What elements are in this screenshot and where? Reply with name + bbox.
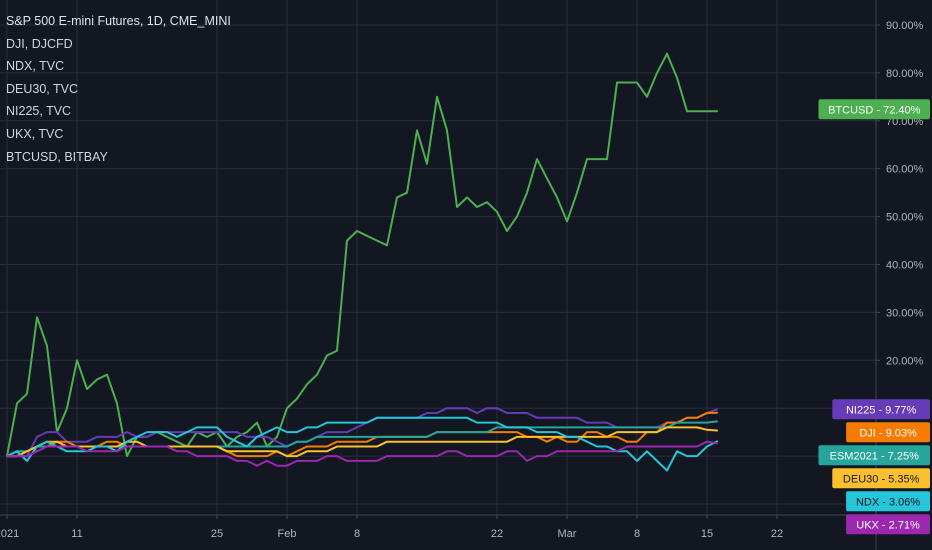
legend-item-btcusd[interactable]: BTCUSD, BITBAY <box>6 149 108 164</box>
series-line-ni225 <box>6 407 718 458</box>
series-lines <box>6 52 718 472</box>
y-tick-label: 90.00% <box>886 20 924 32</box>
value-badge-bg <box>832 399 930 420</box>
x-axis: 2021 11 25 Feb 8 22 Mar 8 15 22 <box>0 514 876 540</box>
x-tick-label: 22 <box>771 528 783 540</box>
y-tick-label: 30.00% <box>886 307 924 319</box>
value-badge-label: DJI - 9.03% <box>859 427 917 439</box>
x-tick-label: 15 <box>701 528 713 540</box>
x-tick-label: Mar <box>558 528 577 540</box>
value-badge-bg <box>846 491 930 512</box>
series-line-ndx <box>6 416 718 472</box>
value-badge-label: UKX - 2.71% <box>856 519 920 531</box>
legend-item-ndx[interactable]: NDX, TVC <box>6 59 65 74</box>
value-badge-dji: DJI - 9.03% <box>846 422 930 443</box>
value-badge-deu30: DEU30 - 5.35% <box>832 468 930 489</box>
value-badge-bg <box>846 422 930 443</box>
legend-item-ukx[interactable]: UKX, TVC <box>6 126 64 141</box>
value-badge-bg <box>832 468 930 489</box>
y-tick-label: 60.00% <box>886 164 924 176</box>
grid <box>0 0 876 515</box>
value-badge-label: NI225 - 9.77% <box>846 404 917 416</box>
value-badge-label: DEU30 - 5.35% <box>843 473 920 485</box>
legend-item-deu30[interactable]: DEU30, TVC <box>6 81 79 96</box>
value-badge-btcusd: BTCUSD - 72.40% <box>818 99 930 120</box>
legend-item-ni225[interactable]: NI225, TVC <box>6 104 72 119</box>
legend-main-symbol[interactable]: S&P 500 E-mini Futures, 1D, CME_MINI <box>6 14 231 28</box>
value-badge-ukx: UKX - 2.71% <box>846 514 930 535</box>
value-badge-ni225: NI225 - 9.77% <box>832 399 930 420</box>
value-badge-label: BTCUSD - 72.40% <box>828 104 921 116</box>
value-badge-bg <box>818 99 930 120</box>
y-tick-label: 80.00% <box>886 68 924 80</box>
value-badge-ndx: NDX - 3.06% <box>846 491 930 512</box>
y-tick-label: 40.00% <box>886 260 924 272</box>
x-tick-label: 8 <box>354 528 360 540</box>
legend: S&P 500 E-mini Futures, 1D, CME_MINI DJI… <box>6 10 231 168</box>
value-badge-esm2021: ESM2021 - 7.25% <box>818 445 930 466</box>
x-tick-label: 25 <box>211 528 223 540</box>
series-line-ukx <box>6 440 718 467</box>
x-tick-label: 8 <box>634 528 640 540</box>
x-tick-label: 22 <box>491 528 503 540</box>
x-tick-label: 11 <box>71 528 82 540</box>
x-tick-label: Feb <box>278 528 297 540</box>
y-axis: 90.00%80.00%70.00%60.00%50.00%40.00%30.0… <box>875 0 927 550</box>
legend-item-dji[interactable]: DJI, DJCFD <box>6 36 73 51</box>
value-badge-bg <box>846 514 930 535</box>
x-tick-label: 2021 <box>0 528 19 540</box>
value-badge-label: NDX - 3.06% <box>856 496 920 508</box>
value-badges: BTCUSD - 72.40% NI225 - 9.77% DJI - 9.03% E… <box>818 99 930 535</box>
value-badge-bg <box>818 445 930 466</box>
y-tick-label: 50.00% <box>886 212 924 224</box>
y-tick-label: 20.00% <box>886 355 924 367</box>
value-badge-label: ESM2021 - 7.25% <box>830 450 919 462</box>
